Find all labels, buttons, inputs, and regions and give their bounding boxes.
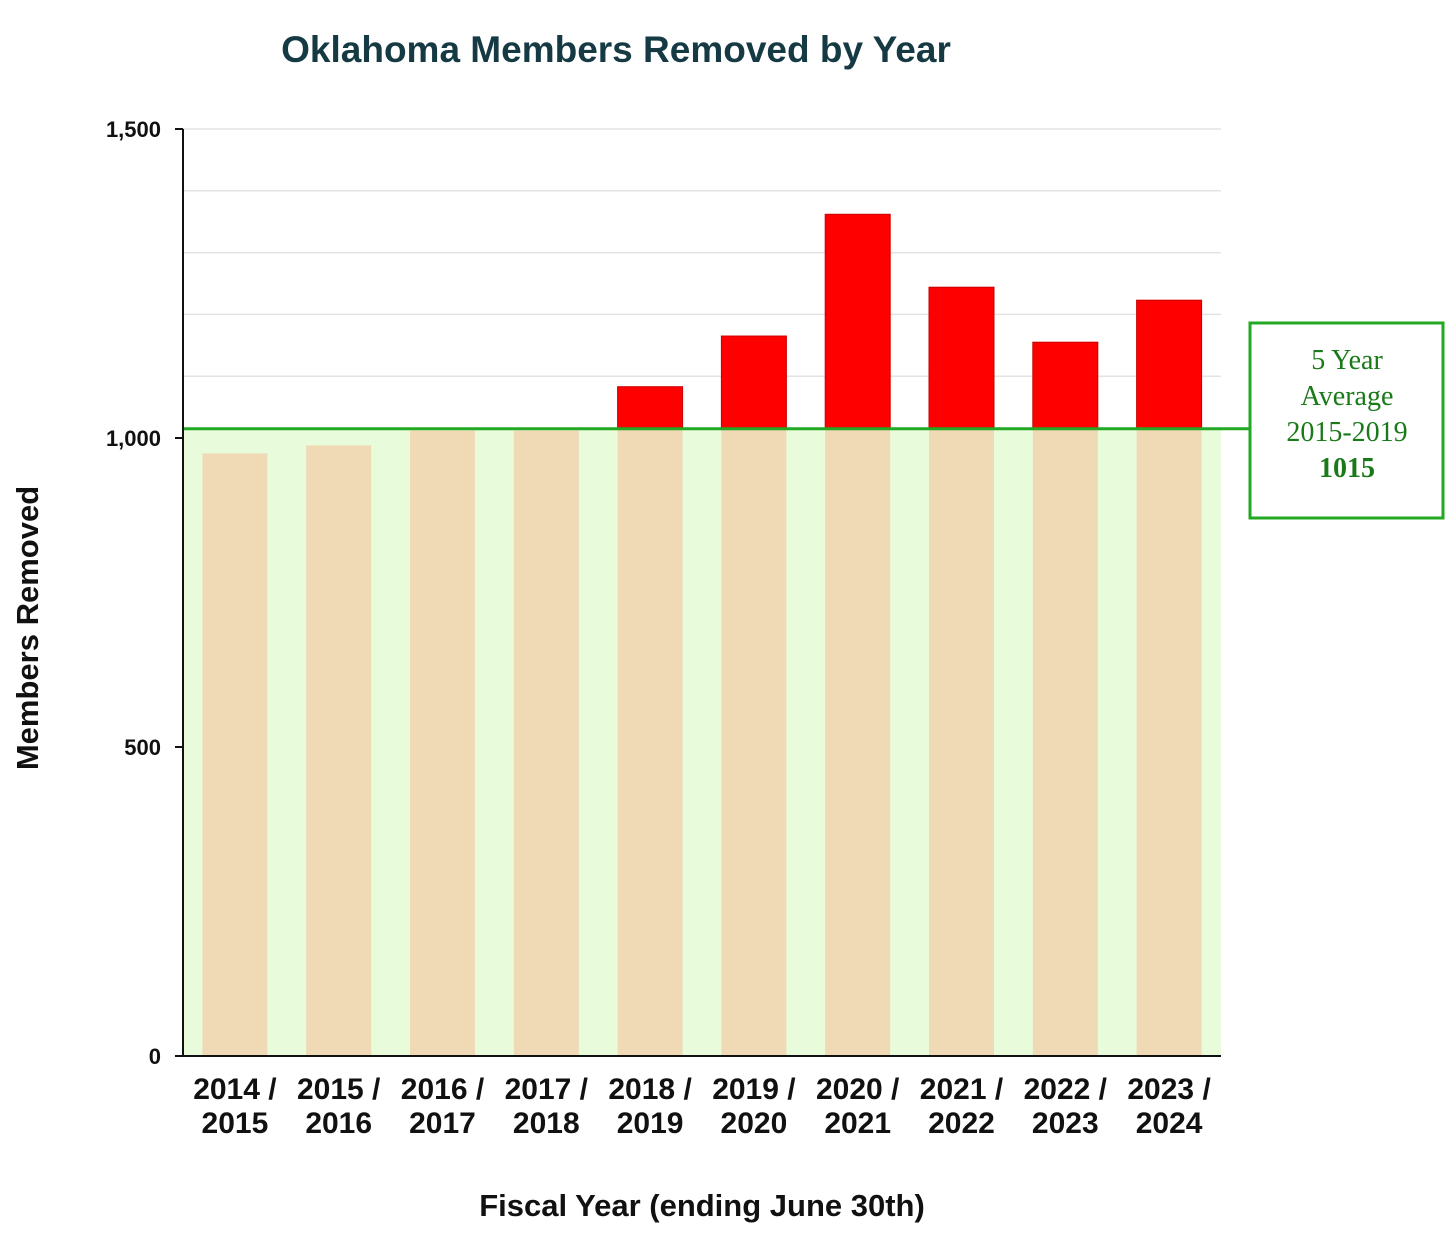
average-label-line-3: 2015-2019 — [1286, 417, 1407, 448]
axes — [175, 129, 1221, 1057]
bar — [513, 430, 579, 1057]
x-tick-label: 2023 / — [1127, 1073, 1211, 1106]
bar-group — [617, 386, 684, 1057]
bar-group — [824, 213, 891, 1057]
y-tick-label: 0 — [149, 1044, 161, 1069]
x-tick-label: 2022 — [928, 1107, 995, 1140]
x-tick-label: 2018 / — [608, 1073, 692, 1106]
bar-above-average — [720, 335, 787, 430]
average-label-line-1: 5 Year — [1311, 345, 1383, 376]
x-tick-label: 2018 — [513, 1107, 580, 1140]
bar — [1136, 428, 1202, 1057]
x-tick-label: 2021 / — [920, 1073, 1004, 1106]
chart-title: Oklahoma Members Removed by Year — [281, 29, 951, 70]
bar-group — [513, 430, 579, 1057]
bar-group — [1136, 299, 1203, 1057]
bar-group — [202, 453, 268, 1056]
bar — [202, 453, 268, 1056]
x-tick-label: 2016 — [305, 1107, 372, 1140]
x-tick-label: 2017 — [409, 1107, 476, 1140]
x-tick-label: 2023 — [1032, 1107, 1099, 1140]
y-axis-title: Members Removed — [10, 486, 45, 770]
bar-above-average — [1136, 299, 1203, 430]
bar-group — [928, 286, 995, 1057]
bar — [617, 428, 683, 1057]
x-tick-label: 2015 / — [297, 1073, 381, 1106]
bar — [1032, 428, 1098, 1057]
bar — [721, 428, 787, 1057]
bar-above-average — [928, 286, 995, 430]
bar-above-average — [617, 386, 684, 430]
y-tick-label: 500 — [124, 735, 161, 760]
bars — [202, 213, 1203, 1057]
x-tick-label: 2020 / — [816, 1073, 900, 1106]
x-tick-label: 2024 — [1136, 1107, 1203, 1140]
bar-group — [306, 445, 372, 1056]
x-tick-label: 2016 / — [401, 1073, 485, 1106]
bar — [306, 445, 372, 1056]
y-tick-labels: 0 500 1,000 1,500 — [106, 117, 183, 1069]
bar — [929, 428, 994, 1057]
y-tick-label: 1,500 — [106, 117, 161, 142]
average-label-frame — [1248, 321, 1445, 520]
bar-group — [720, 335, 787, 1057]
bar-above-average — [1032, 341, 1099, 430]
x-tick-label: 2015 — [202, 1107, 269, 1140]
x-tick-label: 2020 — [721, 1107, 788, 1140]
y-tick-label: 1,000 — [106, 426, 161, 451]
bar — [410, 430, 475, 1057]
bar-group — [1032, 341, 1099, 1057]
bar-above-average — [824, 213, 891, 430]
x-tick-label: 2017 / — [505, 1073, 589, 1106]
x-tick-label: 2019 / — [712, 1073, 796, 1106]
x-tick-label: 2019 — [617, 1107, 684, 1140]
bar-group — [410, 430, 475, 1057]
bar — [825, 428, 891, 1057]
average-value-label: 1015 — [1319, 453, 1375, 484]
x-tick-label: 2021 — [824, 1107, 891, 1140]
x-tick-label: 2014 / — [193, 1073, 277, 1106]
average-label-box: 5 Year Average 2015-2019 1015 — [1248, 321, 1445, 520]
average-label-line-2: Average — [1301, 381, 1394, 412]
x-tick-label: 2022 / — [1024, 1073, 1108, 1106]
x-axis-title: Fiscal Year (ending June 30th) — [479, 1188, 925, 1223]
